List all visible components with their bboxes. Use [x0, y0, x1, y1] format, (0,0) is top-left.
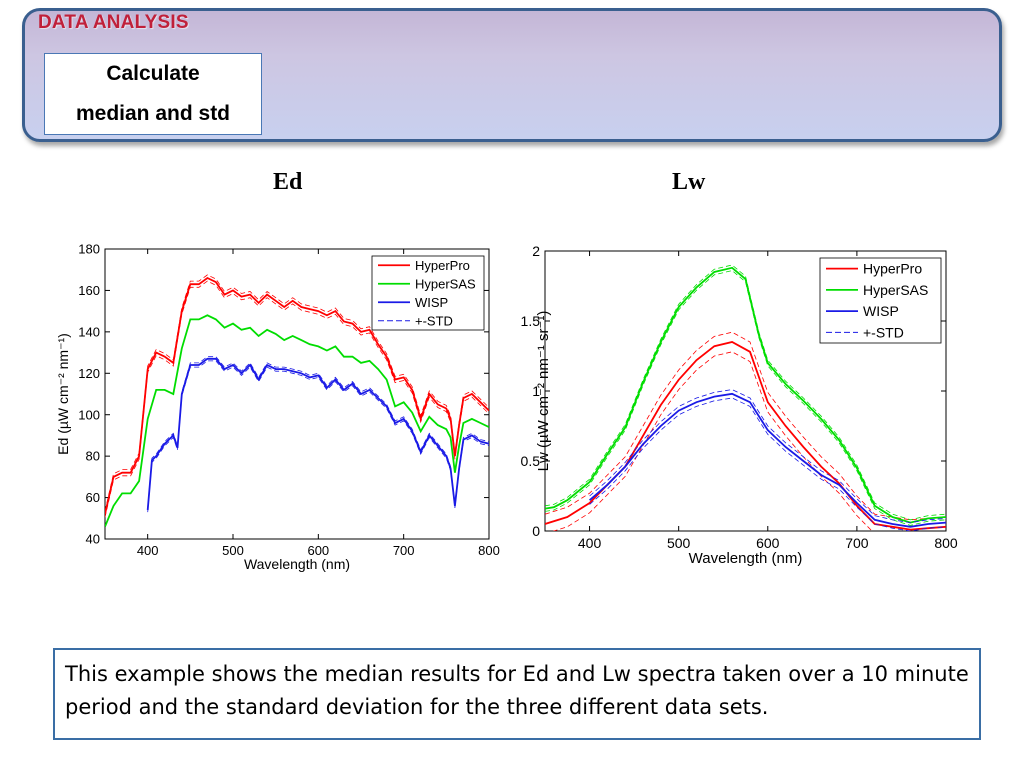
x-tick-label: 700: [393, 543, 415, 558]
x-tick-label: 600: [756, 535, 780, 551]
y-tick-label: 60: [86, 490, 100, 505]
y-tick-label: 80: [86, 449, 100, 464]
lw-plot: 400 500 600 700 800 0 0.5 1 1.5 2 Wavelength (nm) L…: [521, 243, 958, 567]
hyperpro-std-upper: [545, 331, 946, 521]
ed-panel-label: Ed: [273, 169, 303, 195]
y-axis-label: Ed (µW cm⁻² nm⁻¹): [55, 333, 71, 455]
hyperpro-line: [105, 276, 489, 515]
wisp-std-lower: [147, 360, 489, 513]
legend-label: WISP: [863, 303, 899, 319]
ed-plot: 400 500 600 700 800 40 60 80 100 120 140 160 180 Wave…: [55, 242, 500, 572]
y-tick-label: 160: [78, 283, 100, 298]
hypersas-line: [545, 266, 946, 524]
series-lines: [545, 264, 946, 531]
wisp-line: [146, 357, 489, 511]
hypersas-std-lower: [545, 270, 946, 526]
legend-label: HyperSAS: [863, 282, 928, 298]
x-tick-label: 800: [934, 535, 958, 551]
legend-label: HyperPro: [863, 261, 922, 277]
y-tick-label: 40: [86, 532, 100, 547]
step-box: Calculate median and std: [44, 53, 262, 135]
caption-box: This example shows the median results fo…: [53, 648, 981, 740]
legend-box: [371, 255, 485, 331]
lw-panel-label: Lw: [672, 169, 706, 195]
x-tick-label: 700: [845, 535, 869, 551]
x-tick-label: 500: [667, 535, 691, 551]
legend: HyperPro HyperSAS WISP +-STD: [371, 255, 485, 331]
legend: HyperPro HyperSAS WISP +-STD: [819, 257, 942, 344]
y-tick-label: 0: [532, 523, 540, 539]
y-tick-label: 140: [78, 324, 100, 339]
legend-box: [819, 257, 942, 344]
series-lines: [105, 274, 489, 527]
y-tick-label: 1.5: [521, 313, 541, 329]
y-tick-label: 100: [78, 407, 100, 422]
legend-label: +-STD: [863, 324, 904, 340]
y-tick-label: 0.5: [521, 453, 541, 469]
hyperpro-std-lower: [552, 351, 873, 531]
x-tick-label: 400: [137, 543, 159, 558]
legend-label: WISP: [415, 295, 448, 310]
legend-label: HyperSAS: [415, 276, 476, 291]
hyperpro-std-lower: [105, 280, 489, 518]
step-line-1: Calculate: [106, 62, 200, 85]
x-tick-label: 400: [578, 535, 602, 551]
wisp-std-lower: [589, 397, 946, 531]
wisp-line: [589, 392, 946, 528]
step-line-2: median and std: [75, 102, 231, 125]
hypersas-std-upper: [545, 264, 946, 521]
x-axis-label: Wavelength (nm): [244, 556, 350, 572]
x-tick-label: 800: [478, 543, 500, 558]
y-tick-label: 2: [532, 243, 540, 259]
y-tick-label: 1: [532, 383, 540, 399]
x-axis-label: Wavelength (nm): [689, 550, 803, 567]
legend-label: +-STD: [415, 313, 453, 328]
x-tick-label: 600: [307, 543, 329, 558]
hypersas-line: [105, 314, 489, 527]
y-tick-label: 180: [78, 242, 100, 257]
legend-label: HyperPro: [415, 258, 470, 273]
y-axis-label: Lw (µW cm⁻² nm⁻¹ sr⁻¹): [535, 311, 552, 472]
wisp-std-upper: [589, 389, 946, 524]
y-tick-label: 120: [78, 366, 100, 381]
hyperpro-std-upper: [105, 274, 489, 512]
wisp-std-upper: [147, 356, 489, 508]
x-tick-label: 500: [222, 543, 244, 558]
section-title: DATA ANALYSIS: [38, 12, 189, 33]
